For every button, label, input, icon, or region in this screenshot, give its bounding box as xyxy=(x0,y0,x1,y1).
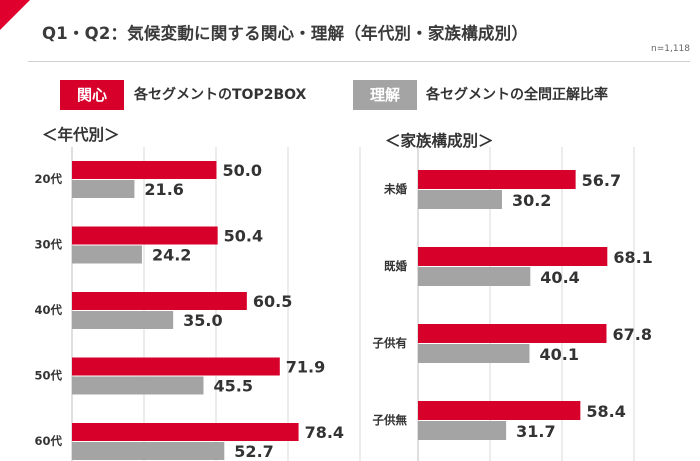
family-bar-interest xyxy=(418,324,607,343)
age-bar-interest xyxy=(72,357,280,376)
age-bar-understanding xyxy=(72,311,174,329)
family-bar-understanding xyxy=(418,190,502,209)
sample-size-note: n=1,118 xyxy=(650,44,690,54)
family-bar-interest xyxy=(418,401,581,420)
age-value-label-interest: 50.4 xyxy=(224,227,263,246)
family-category-label: 子供無 xyxy=(373,413,408,427)
age-value-label-understanding: 21.6 xyxy=(144,180,183,199)
legend-interest-badge: 関心 xyxy=(60,80,124,110)
age-bar-understanding xyxy=(72,180,135,198)
age-category-label: 30代 xyxy=(34,238,62,252)
family-value-label-interest: 56.7 xyxy=(582,171,621,190)
age-value-label-interest: 60.5 xyxy=(253,292,292,311)
family-bar-understanding xyxy=(418,267,531,286)
family-value-label-understanding: 31.7 xyxy=(516,422,555,441)
age-bar-understanding xyxy=(72,442,225,460)
title-divider xyxy=(28,61,690,62)
age-category-label: 60代 xyxy=(34,434,62,448)
age-value-label-understanding: 52.7 xyxy=(234,442,273,461)
legend-interest-text: 各セグメントのTOP2BOX xyxy=(134,87,307,103)
age-value-label-understanding: 45.5 xyxy=(213,377,252,396)
family-category-label: 既婚 xyxy=(384,259,407,273)
age-bar-interest xyxy=(72,423,299,441)
family-bar-understanding xyxy=(418,344,530,363)
family-category-label: 未婚 xyxy=(383,182,407,196)
legend-understanding-badge: 理解 xyxy=(353,80,417,110)
corner-accent xyxy=(0,0,30,30)
chart-title-age: ＜年代別＞ xyxy=(42,126,120,144)
family-value-label-interest: 67.8 xyxy=(612,325,651,344)
age-value-label-interest: 78.4 xyxy=(305,423,344,442)
age-category-label: 50代 xyxy=(34,369,62,383)
age-bar-interest xyxy=(72,226,218,245)
age-category-label: 40代 xyxy=(34,303,62,317)
page-title: Q1・Q2：気候変動に関する関心・理解（年代別・家族構成別） xyxy=(42,24,529,43)
family-value-label-interest: 58.4 xyxy=(586,402,625,421)
age-bar-interest xyxy=(72,161,217,179)
age-bar-interest xyxy=(72,292,247,310)
family-bar-understanding xyxy=(418,421,507,440)
age-bar-understanding xyxy=(72,376,204,395)
age-value-label-understanding: 24.2 xyxy=(152,246,191,265)
legend-understanding-text: 各セグメントの全問正解比率 xyxy=(426,87,608,103)
family-value-label-understanding: 40.4 xyxy=(540,268,579,287)
age-category-label: 20代 xyxy=(34,172,62,186)
age-value-label-interest: 50.0 xyxy=(223,161,262,180)
age-value-label-interest: 71.9 xyxy=(286,358,325,377)
family-value-label-interest: 68.1 xyxy=(613,248,652,267)
family-category-label: 子供有 xyxy=(373,336,408,350)
chart-title-family: ＜家族構成別＞ xyxy=(385,132,494,150)
family-bar-interest xyxy=(418,247,608,266)
family-value-label-understanding: 30.2 xyxy=(512,191,551,210)
age-value-label-understanding: 35.0 xyxy=(183,311,222,330)
family-bar-interest xyxy=(418,170,576,189)
family-value-label-understanding: 40.1 xyxy=(539,345,578,364)
age-bar-understanding xyxy=(72,245,142,264)
